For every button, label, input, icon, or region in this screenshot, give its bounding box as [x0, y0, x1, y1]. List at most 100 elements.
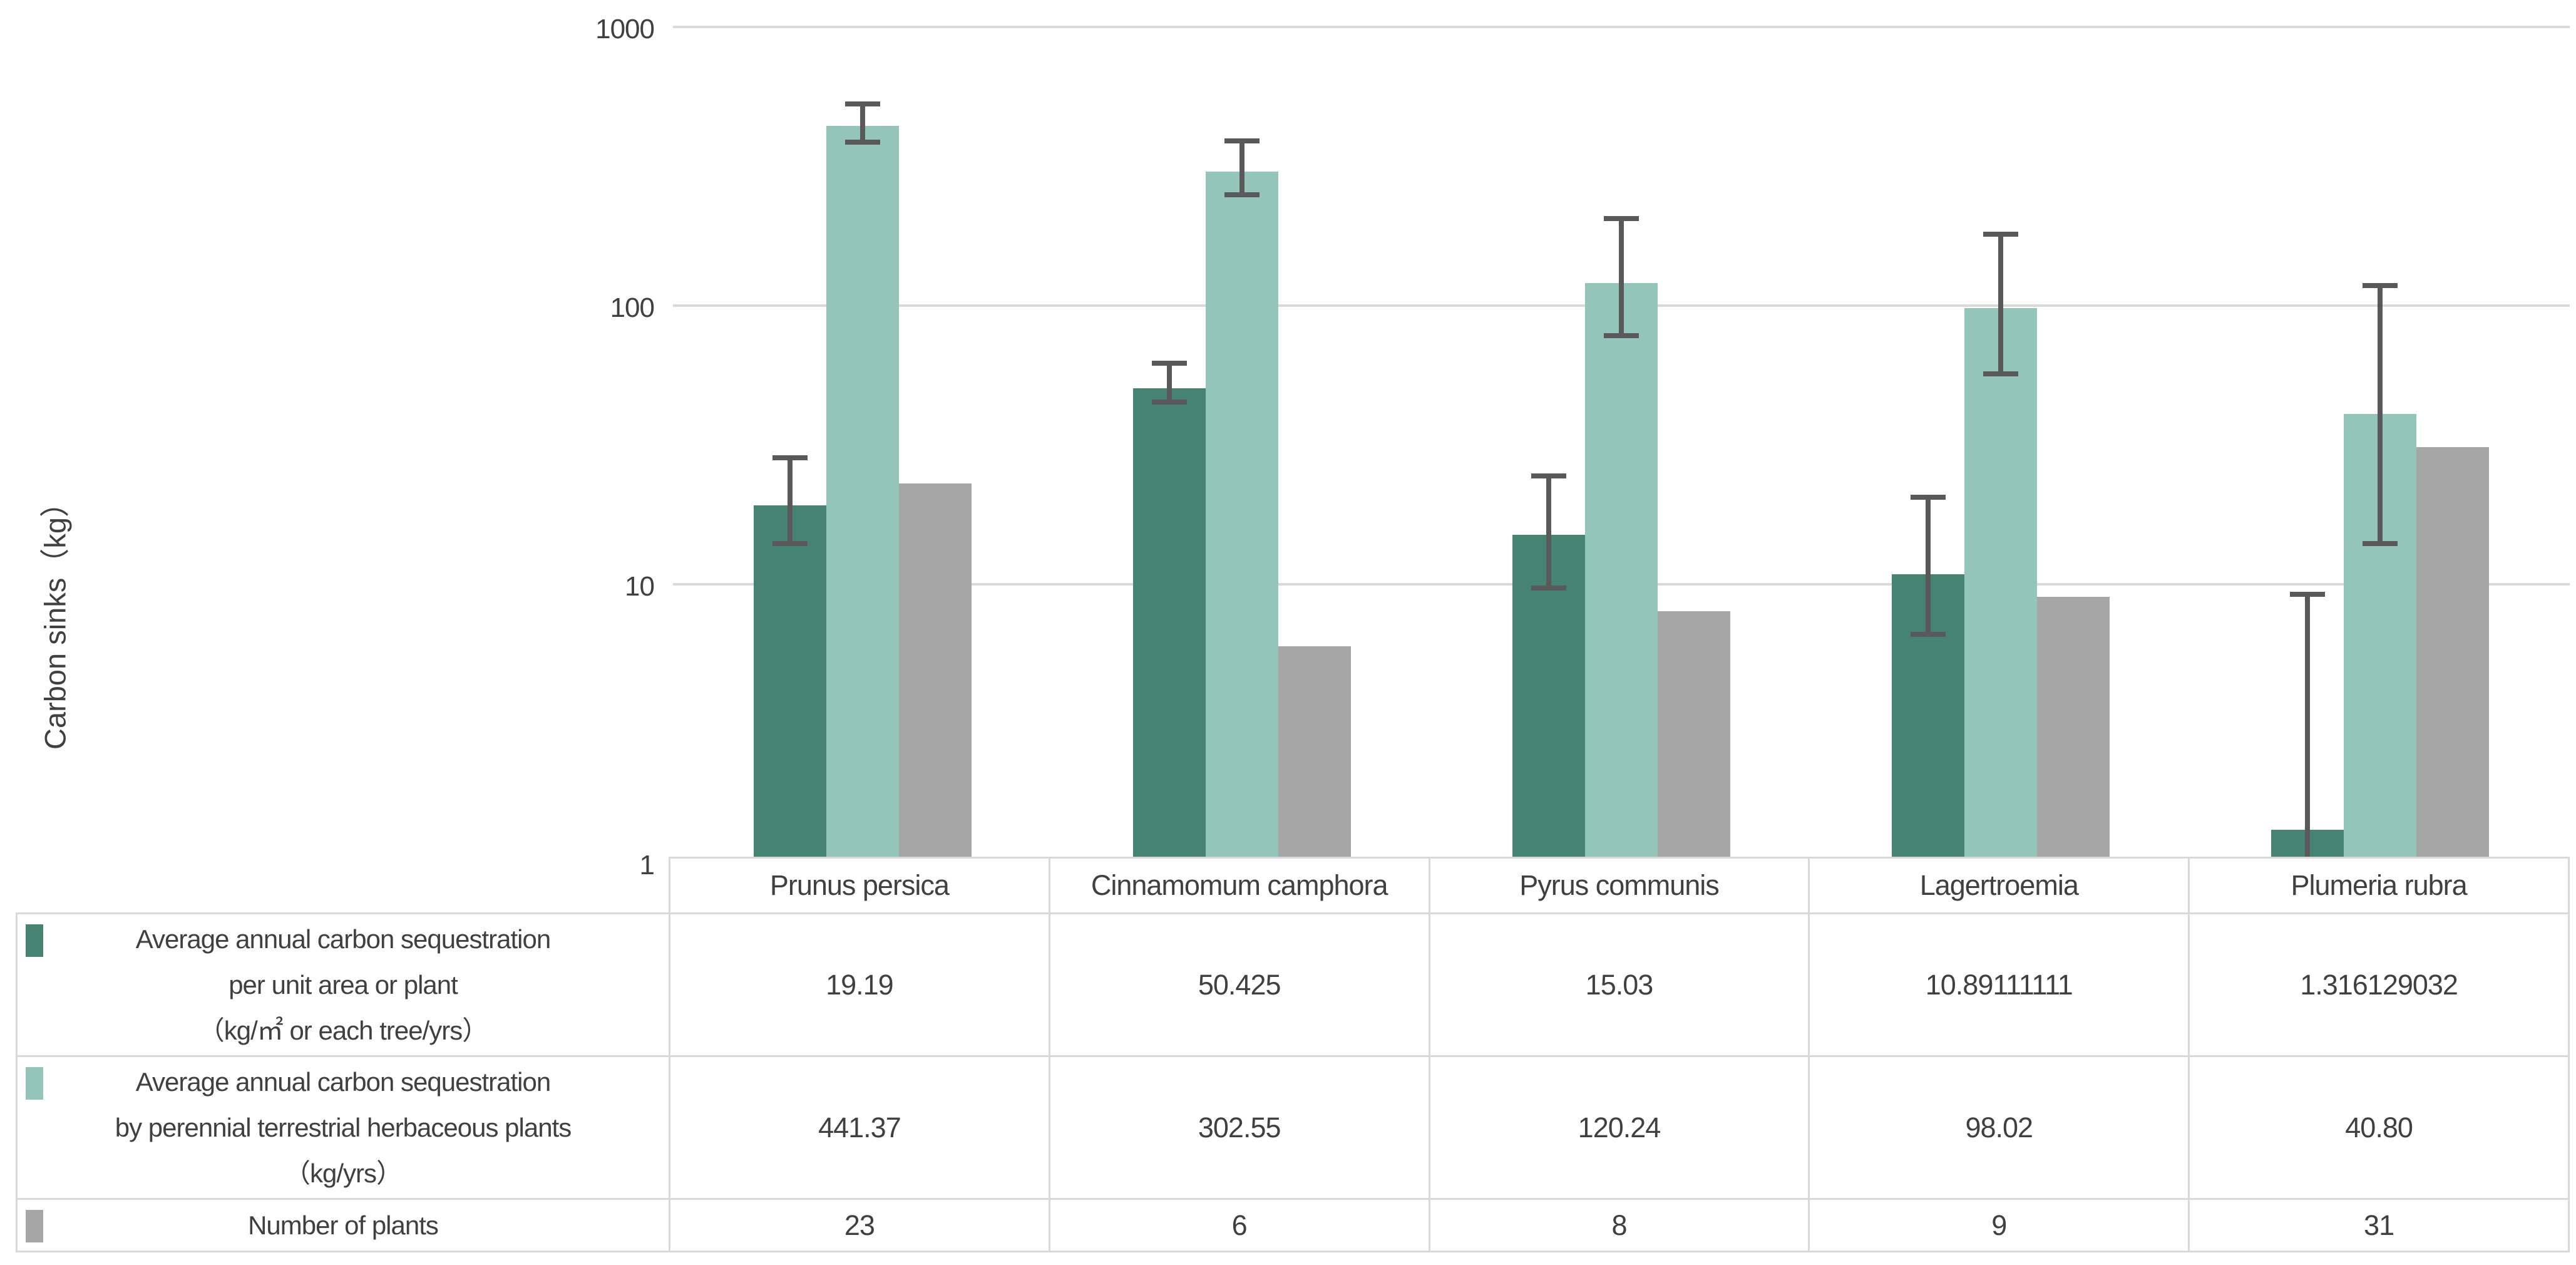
error-bar-line-s2-c2 — [1239, 140, 1244, 195]
value-cell-s2-c1: 441.37 — [670, 1057, 1050, 1200]
error-bar-cap-bottom-s1-c3 — [1531, 585, 1566, 591]
error-bar-cap-bottom-s1-c2 — [1152, 400, 1187, 405]
bar-series3-cat2 — [1278, 646, 1351, 858]
bar-series3-cat5 — [2416, 447, 2489, 858]
bar-series2-cat2 — [1206, 172, 1278, 858]
category-label: Cinnamomum camphora — [1090, 869, 1388, 901]
value-text: 19.19 — [826, 968, 894, 1001]
error-bar-cap-bottom-s2-c2 — [1224, 192, 1260, 197]
bar-series1-cat1 — [754, 505, 826, 858]
error-bar-cap-top-s1-c2 — [1152, 361, 1187, 366]
value-cell-s2-c5: 40.80 — [2190, 1057, 2570, 1200]
category-cell-2: Cinnamomum camphora — [1050, 857, 1430, 914]
bar-series2-cat1 — [826, 126, 899, 858]
value-text: 15.03 — [1585, 968, 1654, 1001]
value-cell-s3-c3: 8 — [1430, 1200, 1810, 1252]
error-bar-line-s1-c5 — [2305, 594, 2310, 861]
value-text: 98.02 — [1965, 1111, 2033, 1144]
series-name-line: （kg/yrs） — [284, 1159, 403, 1188]
series-name-line: per unit area or plant — [228, 970, 458, 999]
value-cell-s2-c2: 302.55 — [1050, 1057, 1430, 1200]
series-name-line: Average annual carbon sequestration — [135, 1067, 551, 1097]
data-table: Prunus persica Cinnamomum camphora Pyrus c… — [16, 857, 2570, 1252]
value-cell-s1-c4: 10.89111111 — [1810, 914, 2190, 1057]
series-header-cell-1: Average annual carbon sequestration per u… — [16, 914, 670, 1057]
error-bar-line-s2-c5 — [2378, 286, 2383, 544]
error-bar-line-s2-c4 — [1998, 234, 2003, 374]
value-cell-s2-c4: 98.02 — [1810, 1057, 2190, 1200]
value-text: 9 — [1991, 1209, 2007, 1241]
category-cell-5: Plumeria rubra — [2190, 857, 2570, 914]
bar-series3-cat1 — [899, 483, 972, 858]
error-bar-cap-bottom-s2-c4 — [1983, 371, 2018, 376]
y-tick-label-10: 10 — [625, 571, 655, 602]
y-tick-label-1000: 1000 — [595, 14, 655, 44]
error-bar-cap-top-s2-c5 — [2363, 283, 2398, 288]
series-name-line: by perennial terrestrial herbaceous plan… — [115, 1113, 572, 1142]
table-corner-cell — [16, 857, 670, 914]
error-bar-line-s1-c1 — [788, 457, 793, 544]
error-bar-cap-bottom-s2-c3 — [1604, 333, 1639, 339]
error-bar-cap-bottom-s2-c1 — [845, 140, 880, 145]
value-text: 1.316129032 — [2300, 968, 2458, 1001]
bar-series3-cat4 — [2037, 597, 2110, 858]
value-cell-s1-c3: 15.03 — [1430, 914, 1810, 1057]
error-bar-cap-top-s1-c4 — [1911, 495, 1946, 500]
error-bar-line-s1-c4 — [1926, 497, 1931, 635]
value-text: 302.55 — [1198, 1111, 1281, 1144]
category-label: Lagertroemia — [1919, 869, 2079, 901]
value-text: 120.24 — [1578, 1111, 1661, 1144]
category-label: Pyrus communis — [1519, 869, 1720, 901]
bar-series2-cat4 — [1964, 307, 2037, 858]
error-bar-cap-top-s2-c2 — [1224, 138, 1260, 143]
bar-series1-cat2 — [1133, 388, 1206, 858]
error-bar-cap-top-s1-c1 — [772, 455, 808, 460]
value-cell-s3-c1: 23 — [670, 1200, 1050, 1252]
value-text: 50.425 — [1198, 968, 1281, 1001]
error-bar-cap-top-s2-c3 — [1604, 216, 1639, 222]
series-name-line: （kg/㎡ or each tree/yrs） — [198, 1016, 488, 1045]
error-bar-line-s2-c1 — [860, 103, 865, 143]
category-label: Plumeria rubra — [2291, 869, 2468, 901]
value-cell-s1-c5: 1.316129032 — [2190, 914, 2570, 1057]
error-bar-cap-top-s2-c4 — [1983, 232, 2018, 237]
error-bar-cap-bottom-s1-c1 — [772, 540, 808, 546]
category-cell-3: Pyrus communis — [1430, 857, 1810, 914]
error-bar-line-s1-c3 — [1546, 475, 1551, 588]
y-axis-title: Carbon sinks（kg） — [38, 488, 72, 750]
value-text: 8 — [1611, 1209, 1627, 1241]
value-text: 23 — [844, 1209, 875, 1241]
value-cell-s3-c5: 31 — [2190, 1200, 2570, 1252]
category-cell-4: Lagertroemia — [1810, 857, 2190, 914]
error-bar-cap-bottom-s2-c5 — [2363, 540, 2398, 546]
bar-series2-cat3 — [1585, 283, 1658, 858]
value-cell-s3-c4: 9 — [1810, 1200, 2190, 1252]
error-bar-line-s1-c2 — [1167, 363, 1172, 403]
value-cell-s1-c1: 19.19 — [670, 914, 1050, 1057]
series-name-line: Number of plants — [248, 1211, 439, 1240]
value-cell-s1-c2: 50.425 — [1050, 914, 1430, 1057]
value-text: 31 — [2364, 1209, 2394, 1241]
value-text: 40.80 — [2345, 1111, 2413, 1144]
value-text: 441.37 — [818, 1111, 901, 1144]
value-text: 10.89111111 — [1925, 968, 2073, 1001]
bar-series3-cat3 — [1658, 611, 1730, 858]
category-label: Prunus persica — [769, 869, 950, 901]
series-header-cell-2: Average annual carbon sequestration by pe… — [16, 1057, 670, 1200]
category-cell-1: Prunus persica — [670, 857, 1050, 914]
legend-swatch-gray — [26, 1210, 43, 1242]
error-bar-line-s2-c3 — [1619, 219, 1624, 336]
error-bar-cap-bottom-s1-c4 — [1911, 632, 1946, 638]
series-header-cell-3: Number of plants — [16, 1200, 670, 1252]
error-bar-cap-top-s2-c1 — [845, 101, 880, 106]
value-cell-s2-c3: 120.24 — [1430, 1057, 1810, 1200]
legend-swatch-dark-green — [26, 924, 43, 957]
gridline-1000 — [673, 26, 2570, 28]
series-name-line: Average annual carbon sequestration — [135, 924, 551, 954]
y-tick-label-100: 100 — [610, 292, 655, 323]
error-bar-cap-top-s1-c5 — [2290, 592, 2325, 597]
value-text: 6 — [1231, 1209, 1248, 1241]
legend-swatch-light-teal — [26, 1067, 43, 1100]
y-tick-label-1: 1 — [639, 850, 655, 880]
